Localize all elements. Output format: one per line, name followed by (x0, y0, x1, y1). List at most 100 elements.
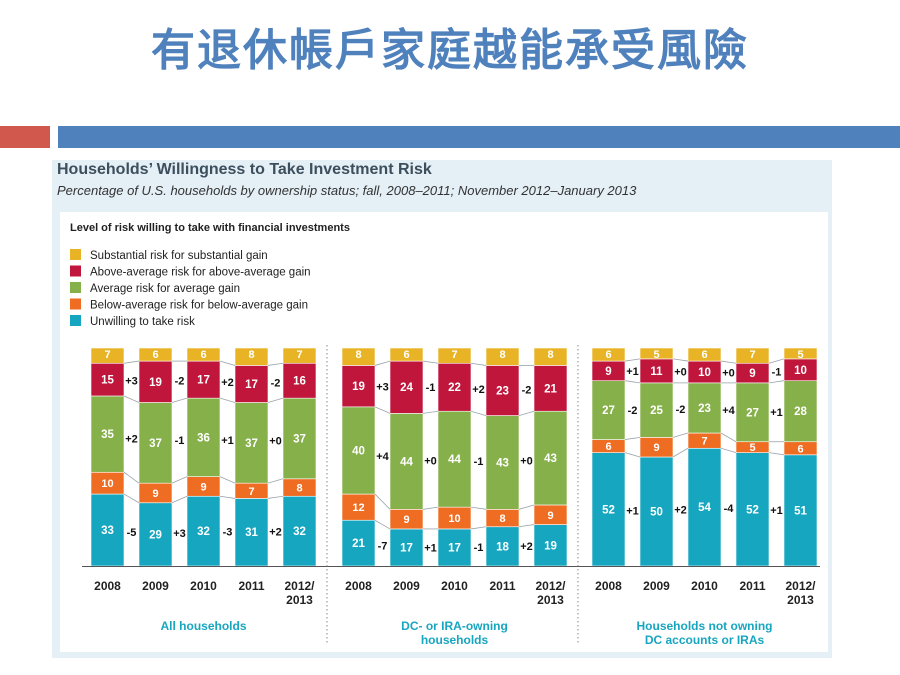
bar-segment (389, 413, 424, 510)
bar-segment (389, 360, 424, 414)
connector-line (171, 495, 188, 504)
data-label: 10 (448, 513, 460, 525)
connector-line (171, 397, 188, 403)
data-label: 6 (605, 441, 611, 453)
bar-segment (341, 493, 376, 521)
data-label: 16 (293, 376, 306, 388)
change-label: -2 (271, 377, 281, 389)
connector-line (624, 358, 641, 362)
connector-line (518, 504, 535, 510)
bar-segment (687, 382, 722, 434)
connector-line (422, 360, 439, 364)
bar-segment (282, 495, 317, 567)
connector-line (672, 358, 689, 362)
data-label: 6 (152, 349, 158, 361)
change-label: +3 (376, 382, 389, 394)
bar-segment (735, 382, 770, 443)
x-tick-label: 2009 (643, 579, 670, 593)
bar-segment (138, 502, 173, 567)
connector-line (219, 360, 236, 366)
x-tick-label: 2013 (286, 593, 313, 607)
change-label: -2 (676, 404, 686, 416)
change-label: +1 (770, 407, 783, 419)
data-label: 40 (352, 445, 365, 457)
x-tick-label: 2010 (190, 579, 217, 593)
data-label: 27 (746, 407, 759, 419)
bar-segment (783, 380, 818, 443)
data-label: 19 (352, 381, 365, 393)
data-label: 11 (650, 366, 663, 378)
legend-title: Level of risk willing to take with finan… (70, 222, 350, 234)
x-tick-label: 2008 (345, 579, 372, 593)
change-label: -1 (175, 435, 185, 447)
data-label: 28 (794, 406, 807, 418)
change-label: -4 (724, 503, 735, 515)
change-label: +2 (269, 527, 282, 539)
bar-segment (687, 347, 722, 362)
data-label: 5 (797, 349, 803, 361)
x-tick-label: 2008 (94, 579, 121, 593)
data-label: 8 (499, 349, 505, 361)
data-label: 5 (653, 349, 659, 361)
connector-line (267, 362, 284, 366)
connector-line (720, 447, 737, 454)
x-tick-label: 2012/ (535, 579, 566, 593)
data-label: 17 (245, 379, 258, 391)
x-tick-label: 2012/ (284, 579, 315, 593)
legend-entry: Below-average risk for below-average gai… (90, 300, 308, 312)
bar-segment (437, 410, 472, 508)
data-label: 32 (293, 526, 306, 538)
x-tick-label: 2009 (142, 579, 169, 593)
data-label: 17 (400, 542, 413, 554)
data-label: 44 (448, 454, 461, 466)
data-label: 44 (400, 456, 413, 468)
bar-segment (783, 454, 818, 567)
x-tick-label: 2010 (441, 579, 468, 593)
bar-segment (282, 347, 317, 364)
data-label: 8 (296, 483, 302, 495)
bar-segment (533, 410, 568, 506)
group-label: All households (160, 619, 246, 633)
bar-segment (341, 519, 376, 567)
group-label: households (421, 633, 489, 647)
connector-line (470, 526, 487, 530)
connector-line (267, 478, 284, 484)
data-label: 10 (101, 478, 113, 490)
bar-segment (639, 347, 674, 360)
x-tick-label: 2011 (489, 579, 515, 593)
data-label: 29 (149, 529, 162, 541)
connector-line (422, 506, 439, 510)
data-label: 17 (197, 375, 210, 387)
bar-segment (639, 382, 674, 438)
connector-line (171, 476, 188, 484)
connector-line (672, 447, 689, 458)
data-label: 19 (149, 377, 162, 389)
connector-line (672, 432, 689, 438)
bar-segment (90, 493, 125, 567)
bar-segment (389, 347, 424, 362)
bar-segment (735, 347, 770, 364)
bar-segment (341, 406, 376, 495)
connector-line (374, 406, 391, 414)
x-tick-label: 2008 (595, 579, 622, 593)
data-label: 7 (296, 349, 302, 361)
bar-segment (186, 397, 221, 477)
connector-line (768, 452, 785, 456)
data-label: 7 (104, 349, 110, 361)
data-label: 19 (544, 540, 557, 552)
data-label: 21 (352, 538, 365, 550)
change-label: +1 (770, 505, 783, 517)
data-label: 9 (152, 488, 158, 500)
data-label: 51 (794, 505, 807, 517)
bar-segment (90, 362, 125, 397)
connector-line (768, 358, 785, 364)
connector-line (123, 471, 140, 484)
change-label: +2 (472, 384, 485, 396)
legend-swatch (70, 249, 81, 260)
bar-segment (234, 347, 269, 366)
change-label: -1 (474, 456, 484, 468)
data-label: 6 (797, 443, 803, 455)
data-label: 25 (650, 405, 663, 417)
change-label: +0 (269, 436, 282, 448)
x-tick-label: 2011 (238, 579, 264, 593)
